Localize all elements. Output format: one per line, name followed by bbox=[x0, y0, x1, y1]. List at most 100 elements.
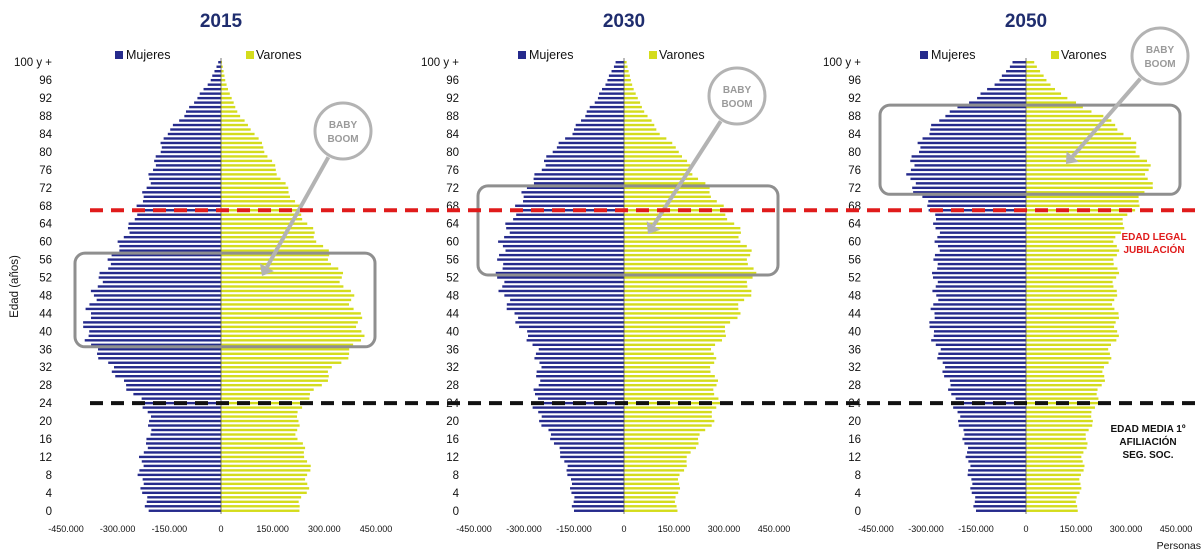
bar-varones bbox=[1026, 222, 1123, 225]
bar-varones bbox=[624, 271, 757, 275]
bar-mujeres bbox=[137, 473, 221, 477]
bar-varones bbox=[1026, 204, 1140, 207]
bar-mujeres bbox=[150, 182, 221, 185]
y-tick-label: 72 bbox=[848, 183, 861, 195]
bar-mujeres bbox=[545, 164, 624, 167]
bar-varones bbox=[1026, 101, 1076, 104]
bar-varones bbox=[1026, 410, 1092, 414]
bar-varones bbox=[221, 392, 310, 396]
bar-mujeres bbox=[1001, 74, 1026, 77]
bar-varones bbox=[1026, 249, 1120, 252]
bar-mujeres bbox=[90, 289, 221, 293]
bar-varones bbox=[624, 164, 691, 167]
jubilacion-annotation: EDAD LEGAL JUBILACIÓN bbox=[1106, 231, 1202, 257]
bar-varones bbox=[624, 123, 655, 127]
bar-varones bbox=[221, 330, 362, 333]
baby-boom-box bbox=[878, 103, 1182, 196]
bar-mujeres bbox=[536, 370, 624, 373]
bar-mujeres bbox=[589, 105, 624, 109]
bar-varones bbox=[1026, 253, 1117, 257]
bar-varones bbox=[1026, 78, 1047, 82]
bar-mujeres bbox=[958, 419, 1026, 423]
bar-mujeres bbox=[160, 150, 221, 154]
bar-mujeres bbox=[527, 330, 624, 333]
bar-mujeres bbox=[972, 482, 1026, 486]
bar-varones bbox=[624, 244, 747, 248]
bar-mujeres bbox=[143, 464, 221, 468]
bar-mujeres bbox=[110, 262, 221, 266]
y-tick-label: 40 bbox=[39, 326, 52, 338]
bar-mujeres bbox=[571, 482, 624, 486]
bar-mujeres bbox=[937, 357, 1026, 360]
baby-boom-arrow bbox=[651, 120, 723, 227]
baby-boom-bubble bbox=[707, 66, 767, 126]
bar-mujeres bbox=[161, 146, 221, 149]
bar-mujeres bbox=[111, 370, 221, 373]
bar-varones bbox=[221, 509, 300, 512]
bar-varones bbox=[1026, 191, 1145, 194]
bar-mujeres bbox=[550, 437, 624, 441]
bar-mujeres bbox=[512, 209, 624, 212]
bar-varones bbox=[221, 307, 354, 311]
bar-mujeres bbox=[534, 357, 624, 360]
bar-mujeres bbox=[955, 397, 1026, 400]
bar-varones bbox=[221, 379, 328, 382]
bar-varones bbox=[1026, 110, 1092, 113]
bar-varones bbox=[221, 388, 314, 391]
x-tick-label: -450.000 bbox=[858, 524, 894, 534]
x-tick-label: 150.000 bbox=[658, 524, 691, 534]
bar-varones bbox=[624, 276, 753, 279]
bar-mujeres bbox=[148, 509, 221, 512]
bar-varones bbox=[1026, 388, 1098, 391]
bar-varones bbox=[1026, 280, 1113, 284]
bar-varones bbox=[1026, 325, 1115, 329]
bar-mujeres bbox=[931, 123, 1026, 127]
y-tick-label: 52 bbox=[848, 273, 861, 285]
bar-varones bbox=[624, 482, 680, 486]
bar-mujeres bbox=[937, 280, 1026, 284]
bar-mujeres bbox=[559, 446, 624, 450]
bar-varones bbox=[624, 361, 715, 364]
bar-mujeres bbox=[911, 155, 1026, 158]
bar-mujeres bbox=[585, 114, 624, 118]
bar-mujeres bbox=[962, 437, 1026, 441]
x-tick-label: 0 bbox=[621, 524, 626, 534]
bar-varones bbox=[624, 370, 711, 373]
jubilacion-label-line-1: EDAD LEGAL bbox=[1121, 232, 1187, 243]
y-tick-label: 44 bbox=[848, 308, 861, 320]
bar-varones bbox=[624, 285, 748, 288]
x-tick-label: 150.000 bbox=[256, 524, 289, 534]
bar-mujeres bbox=[146, 437, 221, 441]
bar-mujeres bbox=[934, 312, 1026, 315]
bar-varones bbox=[624, 294, 752, 297]
bar-varones bbox=[624, 303, 739, 306]
bar-varones bbox=[221, 285, 344, 288]
bar-mujeres bbox=[160, 141, 221, 145]
y-tick-label: 72 bbox=[446, 183, 459, 195]
bar-mujeres bbox=[526, 339, 624, 342]
bar-varones bbox=[624, 114, 648, 118]
bar-mujeres bbox=[210, 78, 221, 82]
bar-mujeres bbox=[987, 87, 1026, 91]
bar-varones bbox=[624, 105, 642, 109]
y-tick-label: 88 bbox=[848, 111, 861, 123]
bar-mujeres bbox=[971, 478, 1026, 481]
bar-mujeres bbox=[951, 392, 1026, 396]
bar-varones bbox=[1026, 240, 1114, 243]
bar-varones bbox=[624, 191, 710, 194]
bar-varones bbox=[1026, 415, 1092, 418]
bar-mujeres bbox=[564, 460, 624, 463]
bar-varones bbox=[1026, 307, 1115, 311]
bar-varones bbox=[624, 280, 747, 284]
bar-varones bbox=[221, 244, 324, 248]
bar-varones bbox=[221, 289, 351, 293]
x-tick-label: 0 bbox=[218, 524, 223, 534]
bar-mujeres bbox=[143, 451, 221, 454]
bar-varones bbox=[221, 218, 303, 221]
bar-mujeres bbox=[949, 379, 1026, 382]
baby-boom-label: BOOM bbox=[327, 134, 358, 145]
y-tick-label: 88 bbox=[39, 111, 52, 123]
bar-varones bbox=[624, 307, 739, 311]
bar-mujeres bbox=[573, 500, 624, 503]
